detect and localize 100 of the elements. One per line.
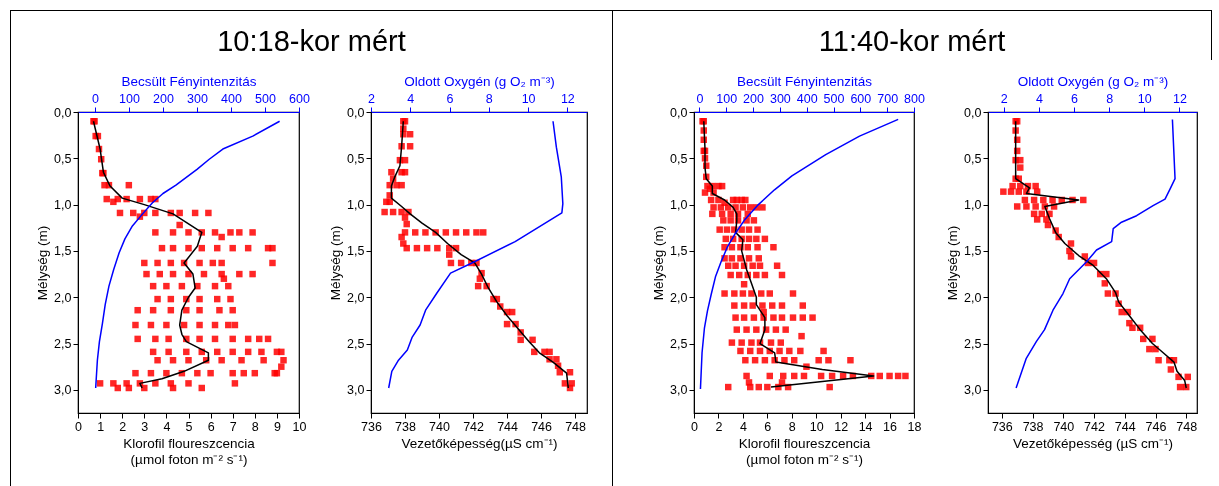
x2-tick-label: 12 bbox=[560, 91, 575, 106]
x-tick-label: 742 bbox=[463, 419, 485, 434]
x-tick-label: 2 bbox=[715, 419, 723, 434]
x-axis-title: Vezetőképesség (µS cm⁻¹) bbox=[1013, 436, 1173, 451]
x-tick-label: 16 bbox=[883, 419, 898, 434]
y-tick-label: 1,5 bbox=[347, 244, 365, 259]
x-tick-label: 4 bbox=[163, 419, 171, 434]
x-tick-label: 740 bbox=[1053, 419, 1075, 434]
x-tick-label: 9 bbox=[273, 419, 281, 434]
x-tick-label: 7 bbox=[229, 419, 237, 434]
x2-tick-label: 100 bbox=[716, 91, 738, 106]
x2-tick-label: 200 bbox=[743, 91, 764, 106]
x2-tick-label: 500 bbox=[823, 91, 845, 106]
chart-title: 11:40-kor mért bbox=[817, 25, 1007, 58]
x-axis-title: Vezetőképesség(µS cm⁻¹) bbox=[401, 436, 558, 451]
y-tick-label: 3,0 bbox=[964, 383, 982, 398]
y-tick-label: 1,5 bbox=[670, 244, 688, 259]
x-tick-label: 748 bbox=[565, 419, 587, 434]
x2-tick-label: 10 bbox=[521, 91, 536, 106]
x-tick-label: 8 bbox=[788, 419, 796, 434]
x2-tick-label: 300 bbox=[187, 91, 208, 106]
x-tick-label: 5 bbox=[185, 419, 193, 434]
x-tick-label: 6 bbox=[764, 419, 772, 434]
y-tick-label: 3,0 bbox=[347, 383, 365, 398]
x2-tick-label: 600 bbox=[289, 91, 310, 106]
y-tick-label: 2,5 bbox=[347, 337, 365, 352]
x2-tick-label: 200 bbox=[153, 91, 174, 106]
y-axis-title: Mélység (m) bbox=[328, 225, 344, 301]
x2-axis-title: Oldott Oxygén (g O₂ m⁻³) bbox=[404, 73, 555, 89]
x-tick-label: 1 bbox=[97, 419, 105, 434]
x-tick-label: 746 bbox=[1145, 419, 1167, 434]
x2-tick-label: 800 bbox=[904, 91, 925, 106]
x2-tick-label: 2 bbox=[368, 91, 376, 106]
x2-tick-label: 10 bbox=[1137, 91, 1152, 106]
x-tick-label: 748 bbox=[1176, 419, 1198, 434]
x2-tick-label: 0 bbox=[92, 91, 100, 106]
x2-tick-label: 8 bbox=[1106, 91, 1114, 106]
y-tick-label: 0,0 bbox=[347, 105, 365, 120]
y-tick-label: 1,0 bbox=[54, 198, 72, 213]
y-tick-label: 2,5 bbox=[670, 337, 688, 352]
y-tick-label: 0,5 bbox=[964, 151, 982, 166]
x2-axis-title: Becsült Fényintenzitás bbox=[736, 73, 873, 89]
y-tick-label: 2,0 bbox=[347, 290, 365, 305]
x-tick-label: 10 bbox=[292, 419, 307, 434]
x-tick-label: 2 bbox=[119, 419, 127, 434]
x2-tick-label: 700 bbox=[877, 91, 899, 106]
x2-tick-label: 6 bbox=[1071, 91, 1079, 106]
x-tick-label: 746 bbox=[531, 419, 553, 434]
y-tick-label: 1,0 bbox=[964, 198, 982, 213]
x-tick-label: 744 bbox=[1114, 419, 1136, 434]
y-tick-label: 2,0 bbox=[54, 290, 72, 305]
x-tick-label: 18 bbox=[907, 419, 922, 434]
x2-tick-label: 4 bbox=[1035, 91, 1043, 106]
x-tick-label: 740 bbox=[429, 419, 451, 434]
x-tick-label: 744 bbox=[497, 419, 519, 434]
y-tick-label: 1,0 bbox=[347, 198, 365, 213]
x2-tick-label: 6 bbox=[446, 91, 454, 106]
x-tick-label: 742 bbox=[1084, 419, 1106, 434]
x-tick-label: 738 bbox=[395, 419, 416, 434]
x2-tick-label: 400 bbox=[796, 91, 818, 106]
x2-tick-label: 100 bbox=[119, 91, 140, 106]
x2-tick-label: 8 bbox=[485, 91, 493, 106]
x-tick-label: 10 bbox=[809, 419, 824, 434]
x-tick-label: 12 bbox=[834, 419, 849, 434]
x-tick-label: 0 bbox=[75, 419, 83, 434]
y-tick-label: 2,5 bbox=[54, 337, 72, 352]
x-axis-title: Klorofil floureszcencia (µmol foton m⁻² s⁻¹) bbox=[738, 436, 871, 467]
x2-tick-label: 500 bbox=[255, 91, 276, 106]
x-tick-label: 736 bbox=[361, 419, 382, 434]
y-tick-label: 1,5 bbox=[964, 244, 982, 259]
x-tick-label: 0 bbox=[691, 419, 699, 434]
y-tick-label: 0,5 bbox=[54, 151, 72, 166]
x2-tick-label: 300 bbox=[769, 91, 791, 106]
x2-tick-label: 12 bbox=[1172, 91, 1187, 106]
y-tick-label: 2,0 bbox=[670, 290, 688, 305]
y-axis-title: Mélység (m) bbox=[945, 225, 961, 301]
y-tick-label: 1,5 bbox=[54, 244, 72, 259]
y-tick-label: 2,5 bbox=[964, 337, 982, 352]
x-tick-label: 3 bbox=[141, 419, 149, 434]
x-tick-label: 736 bbox=[991, 419, 1013, 434]
x-tick-label: 14 bbox=[858, 419, 873, 434]
y-tick-label: 3,0 bbox=[670, 383, 688, 398]
x2-axis-title: Oldott Oxygén (g O₂ m⁻³) bbox=[1017, 73, 1169, 89]
x2-tick-label: 0 bbox=[696, 91, 704, 106]
x-tick-label: 738 bbox=[1022, 419, 1044, 434]
x2-tick-label: 400 bbox=[221, 91, 242, 106]
y-tick-label: 0,5 bbox=[347, 151, 365, 166]
y-axis-title: Mélység (m) bbox=[651, 225, 667, 301]
x-tick-label: 8 bbox=[251, 419, 259, 434]
y-tick-label: 0,0 bbox=[964, 105, 982, 120]
chart-title: 10:18-kor mért bbox=[216, 25, 407, 58]
y-tick-label: 0,0 bbox=[54, 105, 72, 120]
x-axis-title: Klorofil floureszcencia (µmol foton m⁻² s⁻¹) bbox=[123, 436, 256, 467]
x-tick-label: 6 bbox=[207, 419, 215, 434]
x2-tick-label: 600 bbox=[850, 91, 872, 106]
x-tick-label: 4 bbox=[739, 419, 747, 434]
x2-tick-label: 2 bbox=[1000, 91, 1008, 106]
y-tick-label: 3,0 bbox=[54, 383, 72, 398]
x2-axis-title: Becsült Fényintenzitás bbox=[121, 73, 257, 89]
y-tick-label: 0,0 bbox=[670, 105, 688, 120]
